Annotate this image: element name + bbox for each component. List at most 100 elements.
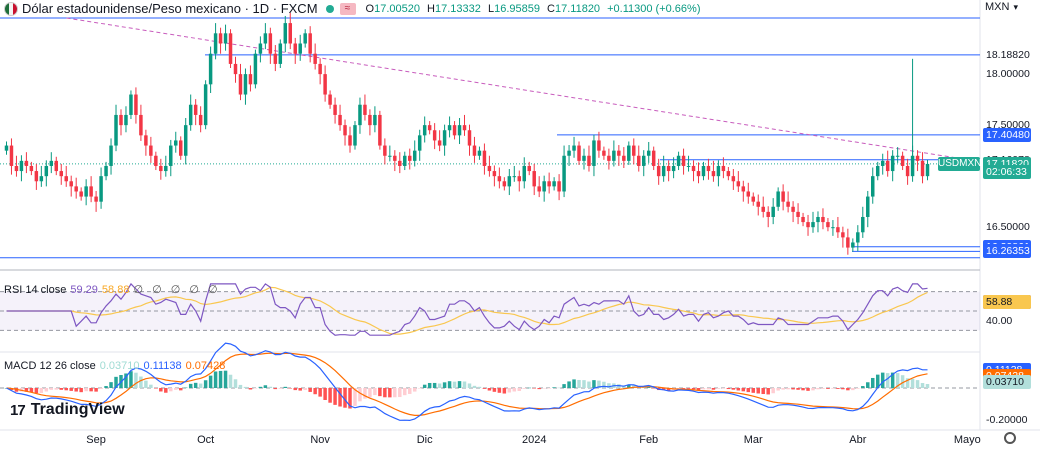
time-label: Feb	[639, 434, 659, 446]
candle	[273, 53, 278, 64]
candle	[442, 130, 447, 146]
candle	[791, 206, 795, 212]
candle	[746, 191, 751, 197]
candle	[920, 160, 925, 177]
macd-histogram-bar	[213, 371, 218, 388]
candle	[183, 125, 188, 156]
macd-histogram-bar	[338, 388, 342, 407]
macd-histogram-bar	[681, 388, 686, 389]
candle	[537, 186, 541, 192]
macd-histogram-bar	[238, 384, 243, 388]
macd-histogram-bar	[178, 388, 183, 391]
candle	[437, 140, 442, 146]
macd-histogram-bar	[537, 388, 541, 390]
time-label: Dic	[416, 434, 433, 446]
macd-histogram-bar	[542, 388, 546, 389]
candle	[487, 165, 492, 172]
candle	[104, 165, 108, 177]
candle	[726, 171, 731, 177]
macd-histogram-bar	[403, 388, 407, 396]
macd-histogram-bar	[771, 388, 775, 394]
time-label: Nov	[310, 434, 330, 446]
macd-histogram-bar	[472, 385, 477, 388]
rsi-ma-line	[6, 286, 928, 335]
candle	[303, 33, 307, 44]
candle	[866, 196, 870, 217]
chart-header: Dólar estadounidense/Peso mexicano · 1D …	[0, 0, 705, 17]
macd-line-value: 0.11138	[143, 360, 182, 372]
macd-histogram-bar	[905, 378, 910, 388]
macd-histogram-bar	[144, 380, 148, 388]
time-label: Abr	[849, 434, 867, 446]
macd-histogram-bar	[174, 388, 178, 390]
candle	[502, 181, 507, 187]
candle	[905, 165, 910, 177]
macd-histogram-bar	[183, 387, 188, 389]
candle	[124, 114, 128, 126]
macd-histogram-bar	[398, 388, 402, 398]
candle	[661, 165, 666, 177]
macd-histogram-bar	[318, 388, 322, 397]
macd-histogram-bar	[154, 388, 158, 389]
macd-histogram-bar	[666, 388, 671, 391]
symbol-title[interactable]: Dólar estadounidense/Peso mexicano · 1D …	[22, 1, 318, 16]
candle	[651, 150, 656, 166]
gear-icon[interactable]	[1004, 432, 1016, 444]
tradingview-logo[interactable]: 17 TradingView	[10, 401, 125, 419]
compare-badge[interactable]: ≈	[339, 2, 356, 15]
candle	[771, 206, 775, 217]
rsi-legend[interactable]: RSI 14 close 59.29 58.88 ∅ ∅ ∅ ∅ ∅	[4, 283, 221, 297]
candle	[512, 176, 517, 178]
macd-histogram-bar	[49, 388, 54, 390]
macd-legend[interactable]: MACD 12 26 close 0.03710 0.11138 0.07428	[4, 360, 225, 372]
macd-histogram-bar	[791, 388, 795, 390]
price-label: 17.40480	[983, 127, 1031, 142]
macd-histogram-bar	[64, 388, 68, 391]
candle	[542, 181, 546, 192]
candle	[761, 206, 765, 212]
macd-histogram-bar	[915, 380, 920, 388]
candle	[701, 165, 706, 177]
candle	[408, 155, 412, 161]
candle	[711, 171, 716, 177]
price-label: 16.50000	[983, 220, 1031, 235]
candle	[447, 125, 452, 131]
macd-histogram-bar	[313, 388, 317, 395]
macd-histogram-bar	[651, 388, 656, 389]
macd-histogram-bar	[348, 388, 352, 409]
macd-histogram-bar	[895, 373, 900, 388]
macd-histogram-bar	[223, 370, 228, 388]
macd-histogram-bar	[477, 386, 482, 388]
candle	[348, 135, 352, 146]
macd-histogram-bar	[582, 380, 586, 388]
macd-histogram-bar	[29, 388, 34, 393]
symbol-tag: USDMXN	[938, 156, 982, 171]
candle	[154, 155, 158, 166]
candle	[159, 165, 163, 172]
candle	[338, 114, 342, 126]
currency-selector[interactable]: MXN ▾	[985, 1, 1018, 13]
macd-histogram-bar	[706, 388, 711, 390]
macd-histogram-bar	[363, 388, 367, 399]
macd-histogram-bar	[447, 381, 452, 388]
macd-histogram-bar	[482, 388, 487, 389]
macd-histogram-bar	[417, 388, 422, 389]
macd-histogram-bar	[731, 388, 736, 390]
macd-histogram-bar	[258, 386, 263, 388]
candle	[228, 33, 233, 64]
candle	[218, 33, 223, 44]
macd-histogram-bar	[303, 388, 307, 391]
rsi-visibility-icons[interactable]: ∅ ∅ ∅ ∅ ∅	[133, 284, 221, 296]
macd-histogram-bar	[776, 388, 780, 391]
macd-histogram-bar	[169, 388, 173, 392]
macd-histogram-bar	[711, 388, 716, 390]
candle	[756, 201, 760, 207]
candle	[403, 155, 407, 166]
chevron-down-icon: ▾	[1013, 1, 1018, 12]
macd-histogram-bar	[512, 388, 517, 392]
candle	[452, 125, 457, 136]
macd-histogram-bar	[218, 370, 223, 388]
macd-histogram-bar	[487, 388, 492, 391]
candle	[532, 171, 536, 187]
